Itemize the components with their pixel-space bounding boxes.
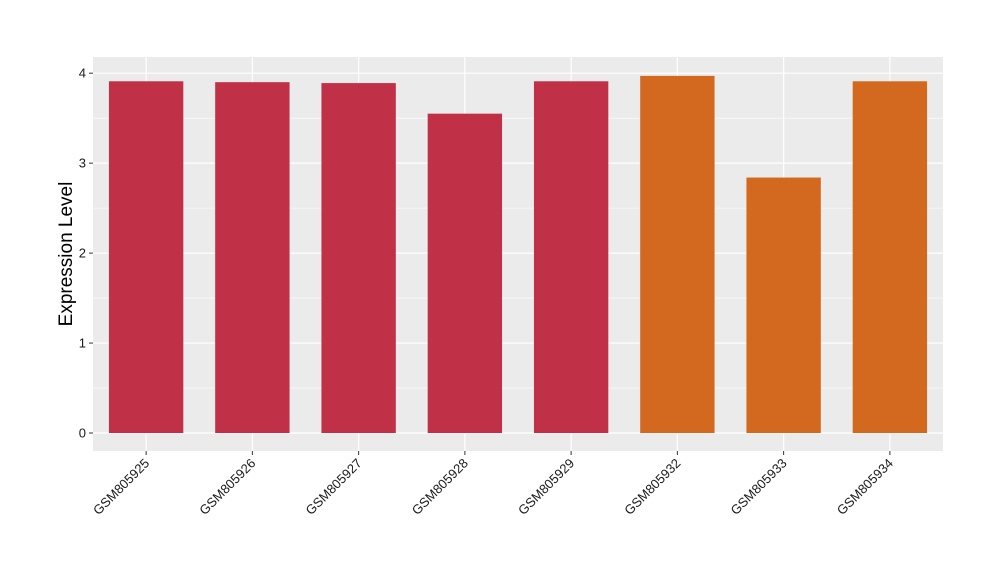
y-axis: 0 1 2 3 4 <box>79 66 93 441</box>
y-axis-title: Expression Level <box>56 182 77 327</box>
bars <box>108 75 928 434</box>
x-tick-label: GSM805927 <box>303 456 365 518</box>
y-tick-label: 3 <box>79 156 86 171</box>
y-tick-label: 4 <box>79 66 86 81</box>
bar <box>321 83 396 434</box>
bar <box>640 75 715 434</box>
y-tick-label: 0 <box>79 426 86 441</box>
bar <box>215 82 290 434</box>
x-tick-label: GSM805925 <box>90 456 152 518</box>
bar <box>108 81 184 434</box>
bar <box>746 177 821 434</box>
x-tick-label: GSM805934 <box>834 456 896 518</box>
x-tick-label: GSM805928 <box>409 456 471 518</box>
y-tick-label: 1 <box>79 336 86 351</box>
bar <box>852 81 928 434</box>
bar <box>533 81 609 434</box>
x-tick-label: GSM805932 <box>621 456 683 518</box>
bar <box>427 113 503 434</box>
y-tick-label: 2 <box>79 246 86 261</box>
x-tick-label: GSM805929 <box>515 456 577 518</box>
x-tick-label: GSM805926 <box>196 456 258 518</box>
x-tick-label: GSM805933 <box>728 456 790 518</box>
x-axis: GSM805925 GSM805926 GSM805927 GSM805928 GSM8… <box>90 451 896 518</box>
